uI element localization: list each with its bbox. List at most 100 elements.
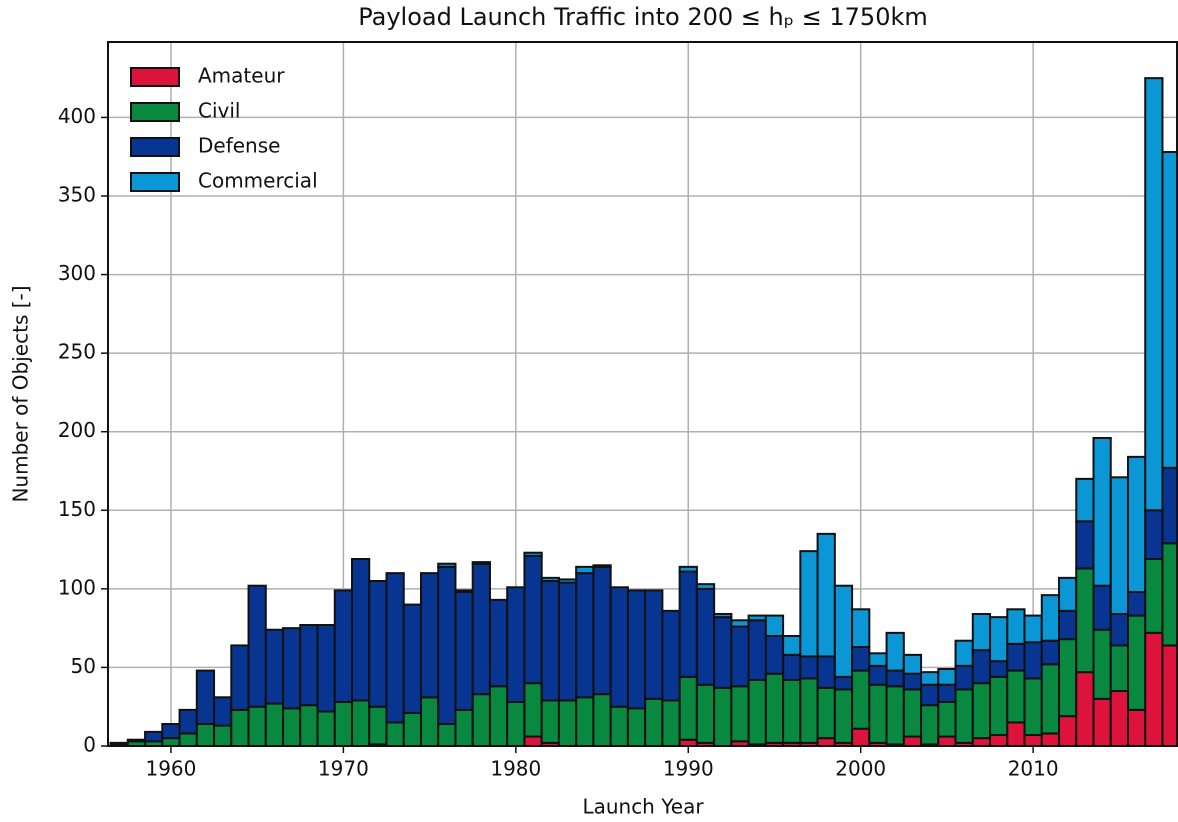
bar-segment <box>971 682 992 740</box>
bar-segment <box>937 683 957 704</box>
legend-label: Defense <box>198 134 280 158</box>
bar-segment <box>540 576 560 582</box>
y-tick-label: 300 <box>58 261 96 285</box>
bar-segment <box>1040 732 1061 746</box>
bar-segment <box>368 580 388 708</box>
bar-segment <box>506 586 526 703</box>
bar-segment <box>730 625 750 688</box>
bar-segment <box>885 669 905 688</box>
bar-segment <box>1144 558 1164 634</box>
bar-segment <box>868 683 888 744</box>
bar-segment <box>540 699 560 744</box>
bar-segment <box>1058 609 1078 641</box>
bar-segment <box>902 672 923 691</box>
bar-segment <box>471 561 491 565</box>
bar-segment <box>713 616 733 689</box>
bar-segment <box>678 565 698 573</box>
bar-segment <box>937 735 957 746</box>
bar-segment <box>419 572 440 699</box>
bar-segment <box>1144 509 1164 560</box>
bar-segment <box>1126 708 1147 746</box>
bar-segment <box>230 644 250 711</box>
bar-segment <box>609 705 629 746</box>
bar-segment <box>419 696 440 746</box>
bar-segment <box>971 737 992 746</box>
bar-segment <box>316 624 336 713</box>
bar-segment <box>1023 734 1043 746</box>
x-axis-label: Launch Year <box>582 795 704 819</box>
x-tick-label: 1980 <box>490 757 541 781</box>
bar-segment <box>1058 638 1078 718</box>
bar-segment <box>920 704 940 746</box>
bar-segment <box>851 646 871 672</box>
bar-segment <box>661 609 681 702</box>
bar-segment <box>989 616 1009 663</box>
bar-segment <box>247 584 267 708</box>
bar-segment <box>299 704 319 746</box>
bar-segment <box>299 624 319 707</box>
bar-segment <box>368 705 388 746</box>
bar-segment <box>954 688 974 744</box>
bar-segment <box>454 591 474 711</box>
legend: Amateur Civil Defense Commercial <box>130 64 318 193</box>
bar-segment <box>523 554 543 685</box>
bar-segment <box>782 679 802 744</box>
y-tick-label: 200 <box>58 418 96 442</box>
bar-segment <box>523 551 543 557</box>
bar-segment <box>833 688 854 744</box>
bar-segment <box>902 735 923 746</box>
bar-segment <box>1092 628 1112 700</box>
bar-segment <box>1161 644 1178 746</box>
x-tick-label: 1990 <box>663 757 714 781</box>
bar-segment <box>678 570 698 678</box>
y-tick-label: 350 <box>58 183 96 207</box>
bar-segment <box>1023 677 1043 737</box>
bar-segment <box>1109 690 1129 746</box>
bar-segment <box>971 613 992 652</box>
bar-segment <box>126 738 147 743</box>
bar-segment <box>902 653 923 675</box>
bar-segment <box>695 683 716 744</box>
bar-segment <box>1075 567 1095 674</box>
bar-segment <box>989 675 1009 736</box>
bar-segment <box>799 677 819 744</box>
bar-segment <box>471 562 491 696</box>
bar-segment <box>488 685 509 746</box>
bar-segment <box>661 699 681 746</box>
x-tick-label: 2010 <box>1008 757 1059 781</box>
bar-segment <box>488 598 509 688</box>
bar-segment <box>868 652 888 667</box>
bar-segment <box>161 723 181 740</box>
bar-segment <box>799 550 819 658</box>
bar-segment <box>540 580 560 702</box>
bar-segment <box>1126 455 1147 593</box>
bar-segment <box>1040 639 1061 666</box>
bar-segment <box>833 584 854 678</box>
bar-segment <box>747 614 767 622</box>
legend-swatch <box>130 172 180 192</box>
bar-segment <box>954 639 974 667</box>
bar-segment <box>764 672 785 744</box>
bar-segment <box>816 737 836 746</box>
bar-segment <box>1006 721 1026 746</box>
x-tick-label: 1970 <box>318 757 369 781</box>
x-tick-label: 1960 <box>145 757 196 781</box>
bar-segment <box>523 682 543 738</box>
bar-segment <box>1109 613 1129 647</box>
bar-segment <box>1006 608 1026 645</box>
bar-segment <box>282 627 302 710</box>
bar-segment <box>1023 614 1043 644</box>
bar-segment <box>195 723 216 746</box>
y-tick-label: 400 <box>58 104 96 128</box>
bar-segment <box>747 679 767 746</box>
y-tick-label: 150 <box>58 497 96 521</box>
bar-segment <box>730 685 750 743</box>
bar-segment <box>764 635 785 675</box>
legend-label: Civil <box>198 99 240 123</box>
bar-segment <box>1161 151 1178 469</box>
bar-segment <box>816 655 836 689</box>
bar-segment <box>247 705 267 746</box>
bar-segment <box>437 565 457 725</box>
bar-segment <box>713 613 733 619</box>
bar-segment <box>213 696 233 727</box>
